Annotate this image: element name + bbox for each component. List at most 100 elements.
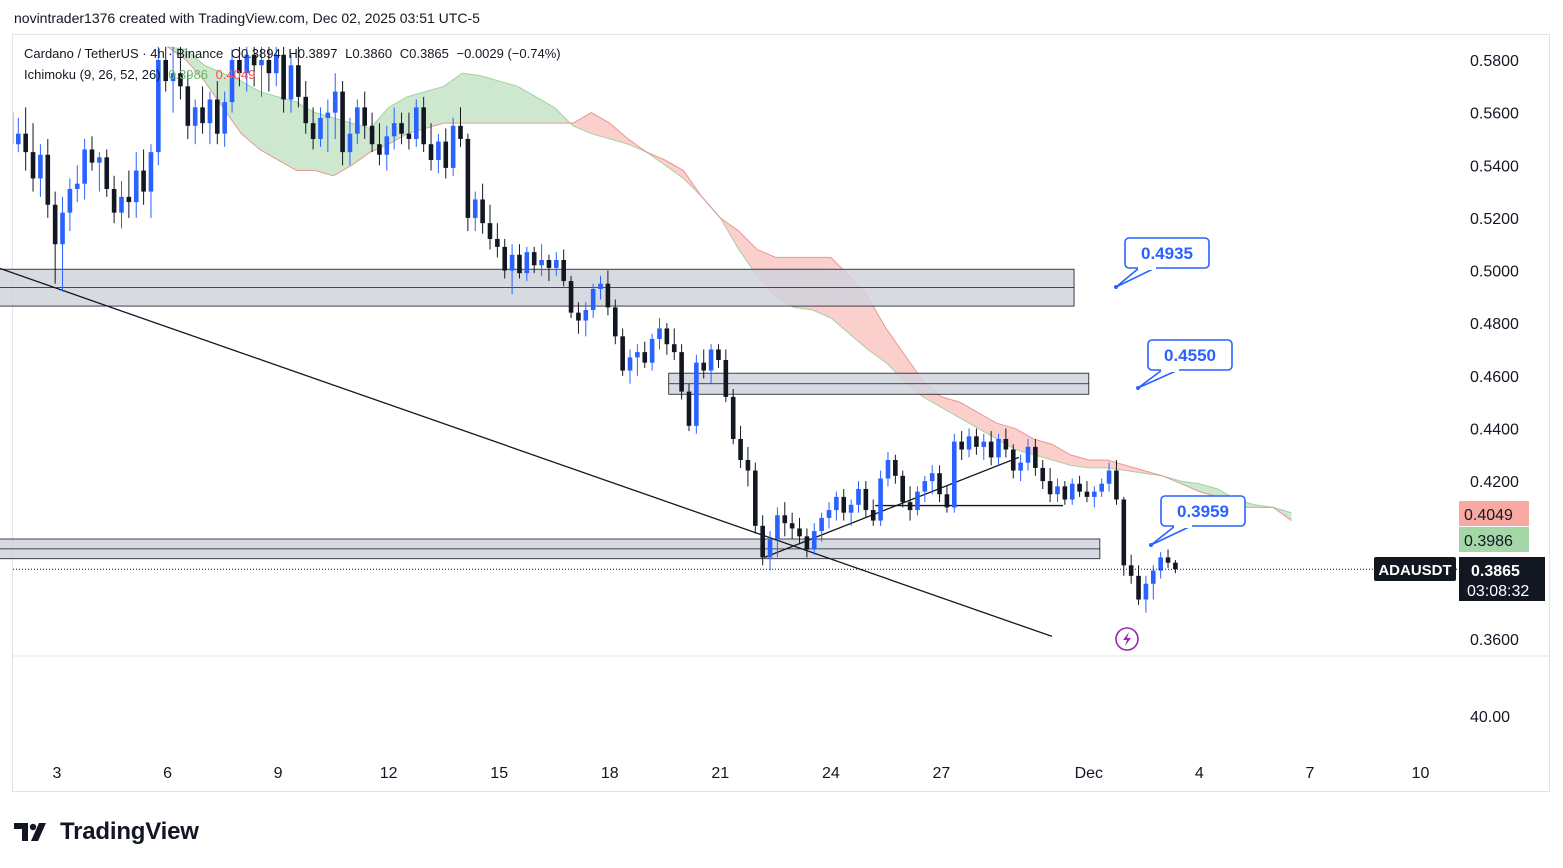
candle-body — [605, 283, 611, 308]
y-tick-label: 0.5000 — [1470, 264, 1519, 281]
candle-body — [1003, 438, 1009, 450]
ichimoku-cloud — [167, 46, 1292, 521]
ohlc-high: H0.3897 — [288, 46, 338, 61]
indicator-legend[interactable]: Ichimoku (9, 26, 52, 26) 0.3986 0.4049 — [24, 67, 259, 82]
candle-body — [369, 125, 375, 145]
candle-body — [576, 312, 581, 321]
chart-attribution: novintrader1376 created with TradingView… — [14, 10, 480, 26]
candle-body — [929, 473, 935, 482]
candle-body — [13, 112, 14, 145]
cloud-segment — [259, 91, 279, 161]
candle-body — [428, 144, 434, 161]
cloud-segment — [1070, 454, 1089, 468]
y-tick-label: 0.5200 — [1470, 211, 1519, 228]
candle-body — [701, 362, 707, 371]
candle-body — [988, 441, 994, 458]
callout-box — [1147, 339, 1233, 371]
candle-body — [826, 510, 832, 518]
cloud-segment — [425, 86, 444, 129]
candle-body — [539, 260, 544, 266]
candle-body — [509, 254, 515, 271]
candle-body — [1010, 449, 1016, 471]
candle-body — [863, 488, 869, 511]
cloud-segment — [572, 112, 592, 134]
y-tick-label: 0.5800 — [1470, 53, 1519, 70]
indicator-badge-label: 0.3986 — [1464, 533, 1513, 550]
candle-body — [126, 196, 132, 203]
callout-anchor — [1149, 543, 1153, 547]
candle-body — [738, 438, 743, 461]
callout-label: 0.4935 — [1141, 244, 1193, 263]
candle-body — [413, 107, 419, 139]
cloud-segment — [278, 96, 297, 171]
candle-body — [273, 54, 279, 74]
callout-pointer — [1137, 369, 1179, 389]
candle-body — [767, 538, 773, 558]
candle-body — [436, 141, 441, 161]
y-tick-label: 0.4800 — [1470, 316, 1519, 333]
cloud-segment — [443, 73, 463, 124]
candle-body — [893, 460, 898, 476]
candle-body — [612, 307, 618, 337]
ohlc-open: O0.3894 — [230, 46, 281, 61]
candle-body — [870, 510, 876, 521]
candle-body — [730, 396, 736, 439]
candle-body — [1069, 483, 1075, 500]
callout-joint — [1138, 266, 1156, 270]
candle-body — [657, 328, 662, 339]
candle-body — [1128, 565, 1134, 576]
cloud-segment — [867, 296, 887, 363]
x-tick-label: 24 — [822, 765, 840, 782]
candle-body — [1033, 446, 1038, 468]
y-tick-label: 0.5400 — [1470, 158, 1519, 175]
candle-body — [502, 246, 508, 271]
cloud-segment — [591, 112, 610, 139]
candle-body — [495, 238, 500, 247]
price-change: −0.0029 (−0.74%) — [456, 46, 561, 61]
tradingview-logo[interactable]: TradingView — [14, 818, 199, 846]
candle-body — [185, 86, 191, 126]
cloud-segment — [1199, 483, 1218, 497]
candle-body — [52, 204, 58, 245]
candlestick-series — [1, 46, 1457, 613]
candle-body — [723, 360, 729, 397]
candle-body — [1, 99, 6, 112]
candle-body — [937, 473, 942, 495]
volume-tick-label: 40.00 — [1470, 709, 1510, 726]
candle-body — [804, 536, 810, 550]
candle-body — [200, 107, 205, 124]
cloud-segment — [1015, 428, 1034, 455]
candle-body — [1018, 462, 1023, 471]
candle-body — [554, 260, 559, 268]
candle-body — [406, 133, 412, 139]
candle-body — [450, 125, 456, 168]
candle-body — [89, 149, 95, 163]
last-price-badge — [1459, 557, 1545, 601]
candle-body — [16, 133, 21, 145]
indicator-badge-label: 0.4049 — [1464, 507, 1513, 524]
x-tick-label: Dec — [1075, 765, 1103, 782]
candle-body — [811, 531, 817, 550]
candle-body — [775, 515, 780, 539]
x-tick-label: 4 — [1195, 765, 1204, 782]
chart-frame — [12, 34, 1550, 792]
candle-body — [340, 91, 345, 153]
cloud-segment — [886, 328, 905, 382]
trendline — [0, 267, 1053, 637]
candle-body — [627, 357, 633, 371]
symbol-legend[interactable]: Cardano / TetherUS · 4h · Binance O0.389… — [24, 46, 565, 61]
candle-body — [694, 362, 699, 426]
candle-body — [148, 152, 154, 192]
indicator-name[interactable]: Ichimoku (9, 26, 52, 26) — [24, 67, 161, 82]
candle-body — [745, 460, 751, 471]
candle-body — [399, 123, 404, 134]
candle-body — [848, 504, 854, 513]
symbol-name[interactable]: Cardano / TetherUS · 4h · Binance — [24, 46, 224, 61]
candle-body — [82, 149, 87, 184]
candle-body — [1099, 483, 1104, 492]
candle-body — [951, 441, 957, 508]
candle-body — [664, 328, 670, 345]
candle-body — [782, 515, 788, 524]
candle-body — [642, 352, 648, 363]
